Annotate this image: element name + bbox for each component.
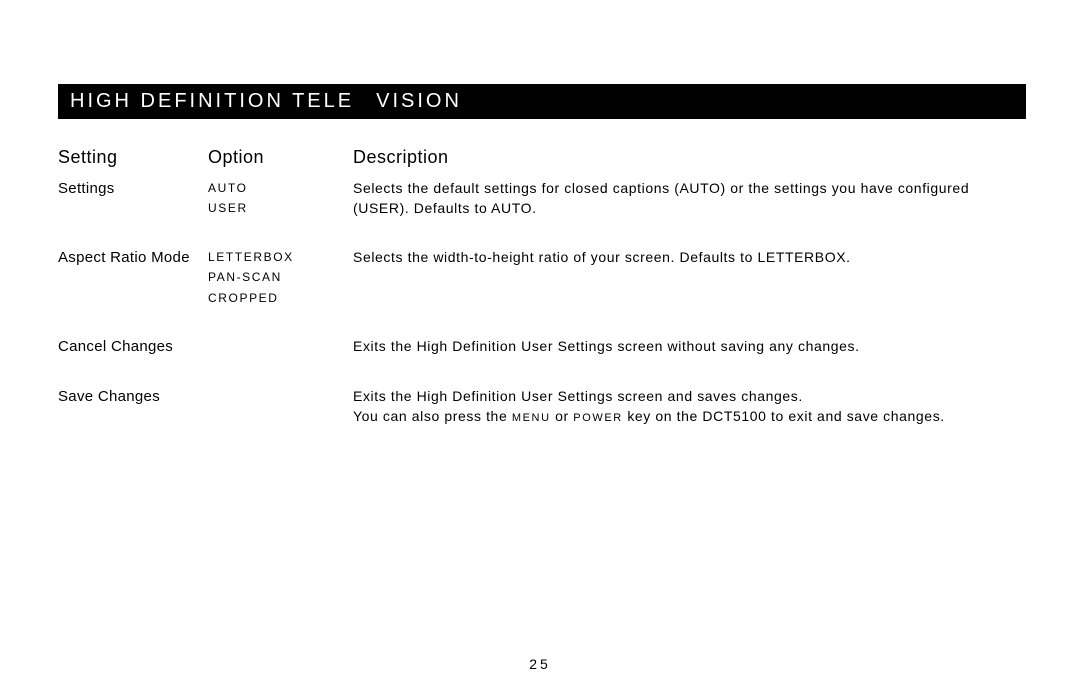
cell-description: Exits the High Definition User Settings … — [353, 364, 1026, 433]
cell-setting: Save Changes — [58, 364, 208, 433]
manual-page: HIGH DEFINITION TELE VISION Setting Optio… — [0, 0, 1080, 698]
option-value: USER — [208, 198, 353, 218]
page-number: 25 — [0, 656, 1080, 672]
table-row: Save Changes Exits the High Definition U… — [58, 364, 1026, 433]
option-value: LETTERBOX — [208, 247, 353, 267]
table-row: Aspect Ratio Mode LETTERBOX PAN-SCAN CRO… — [58, 225, 1026, 314]
cell-option — [208, 364, 353, 433]
desc-line: Exits the High Definition User Settings … — [353, 386, 1026, 406]
cell-setting: Cancel Changes — [58, 314, 208, 364]
header-option: Option — [208, 147, 353, 178]
cell-option: LETTERBOX PAN-SCAN CROPPED — [208, 225, 353, 314]
cell-setting: Settings — [58, 178, 208, 225]
option-value: CROPPED — [208, 288, 353, 308]
header-setting: Setting — [58, 147, 208, 178]
header-description: Description — [353, 147, 1026, 178]
cell-option: AUTO USER — [208, 178, 353, 225]
table-row: Cancel Changes Exits the High Definition… — [58, 314, 1026, 364]
cell-option — [208, 314, 353, 364]
settings-table: Setting Option Description Settings AUTO… — [58, 147, 1026, 433]
cell-description: Exits the High Definition User Settings … — [353, 314, 1026, 364]
content-area: Setting Option Description Settings AUTO… — [58, 119, 1026, 433]
section-title-bar: HIGH DEFINITION TELE VISION — [58, 84, 1026, 119]
desc-line: You can also press the MENU or POWER key… — [353, 406, 1026, 427]
cell-description: Selects the width-to-height ratio of you… — [353, 225, 1026, 314]
title-part1: HIGH DEFINITION TELE — [70, 90, 354, 112]
cell-description: Selects the default settings for closed … — [353, 178, 1026, 225]
table-header-row: Setting Option Description — [58, 147, 1026, 178]
option-value: AUTO — [208, 178, 353, 198]
title-part2: VISION — [376, 90, 462, 112]
table-row: Settings AUTO USER Selects the default s… — [58, 178, 1026, 225]
option-value: PAN-SCAN — [208, 267, 353, 287]
cell-setting: Aspect Ratio Mode — [58, 225, 208, 314]
